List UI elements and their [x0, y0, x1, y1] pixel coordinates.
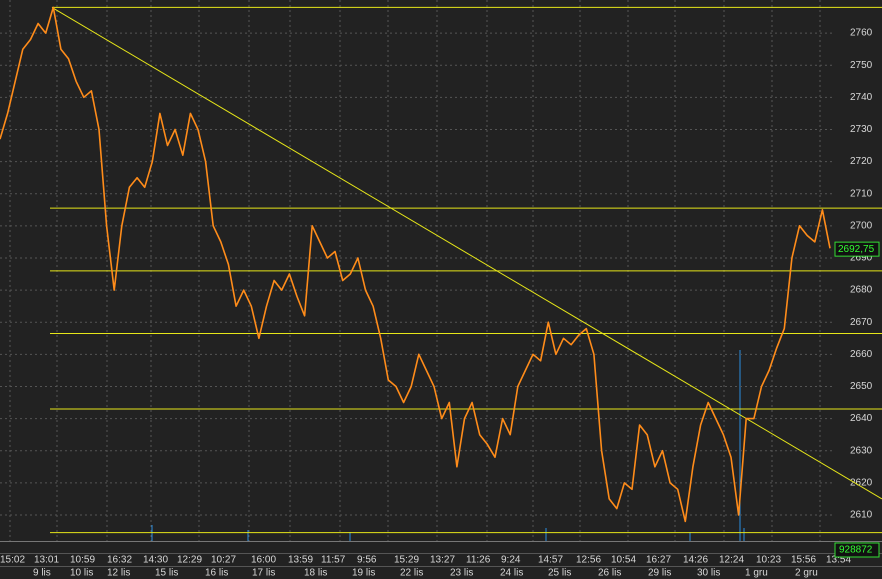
y-tick-label: 2740 [850, 92, 873, 103]
date-label: 30 lis [697, 568, 720, 579]
last-price-label: 2692,75 [838, 244, 875, 255]
time-label: 13:59 [288, 555, 313, 566]
time-label: 9:56 [357, 555, 377, 566]
date-label: 15 lis [155, 568, 178, 579]
time-label: 9:24 [501, 555, 521, 566]
date-label: 17 lis [252, 568, 275, 579]
time-label: 16:27 [646, 555, 671, 566]
date-label: 16 lis [205, 568, 228, 579]
y-tick-label: 2710 [850, 188, 873, 199]
time-label: 11:57 [321, 555, 346, 566]
time-label: 15:56 [791, 555, 816, 566]
date-label: 23 lis [450, 568, 473, 579]
time-label: 10:54 [611, 555, 636, 566]
date-label: 9 lis [33, 568, 51, 579]
time-label: 10:27 [211, 555, 236, 566]
date-label: 24 lis [500, 568, 523, 579]
y-tick-label: 2750 [850, 60, 873, 71]
date-label: 29 lis [648, 568, 671, 579]
y-tick-label: 2660 [850, 349, 873, 360]
time-label: 15:29 [394, 555, 419, 566]
date-label: 19 lis [352, 568, 375, 579]
volume-bars [151, 350, 745, 541]
last-price-box [834, 241, 880, 257]
time-label: 13:01 [34, 555, 59, 566]
time-label: 14:57 [538, 555, 563, 566]
price-line [0, 6, 831, 523]
time-label: 10:59 [70, 555, 95, 566]
y-tick-label: 2620 [850, 477, 873, 488]
time-label: 14:30 [143, 555, 168, 566]
y-tick-label: 2670 [850, 317, 873, 328]
last-volume-box [834, 542, 880, 558]
y-tick-label: 2630 [850, 445, 873, 456]
date-label: 25 lis [548, 568, 571, 579]
time-label: 16:32 [107, 555, 132, 566]
time-label: 15:02 [0, 555, 25, 566]
date-label: 10 lis [70, 568, 93, 579]
y-tick-label: 2610 [850, 510, 873, 521]
date-label: 18 lis [304, 568, 327, 579]
time-label: 13:54 [826, 555, 851, 566]
y-tick-label: 2680 [850, 285, 873, 296]
y-tick-label: 2640 [850, 413, 873, 424]
time-label: 12:56 [576, 555, 601, 566]
y-tick-label: 2730 [850, 124, 873, 135]
time-label: 14:26 [683, 555, 708, 566]
time-label: 10:23 [756, 555, 781, 566]
y-tick-label: 2700 [850, 220, 873, 231]
date-label: 2 gru [795, 568, 818, 579]
y-tick-label: 2650 [850, 381, 873, 392]
time-label: 16:00 [251, 555, 276, 566]
trend-line [51, 6, 882, 500]
date-label: 12 lis [107, 568, 130, 579]
time-label: 12:24 [719, 555, 744, 566]
time-label: 13:27 [430, 555, 455, 566]
date-label: 26 lis [598, 568, 621, 579]
y-tick-label: 2720 [850, 156, 873, 167]
y-tick-label: 2690 [850, 253, 873, 264]
date-label: 22 lis [400, 568, 423, 579]
time-label: 12:29 [177, 555, 202, 566]
time-label: 11:26 [466, 555, 491, 566]
y-tick-label: 2760 [850, 28, 873, 39]
date-label: 1 gru [745, 568, 768, 579]
last-volume-label: 928872 [839, 545, 873, 556]
